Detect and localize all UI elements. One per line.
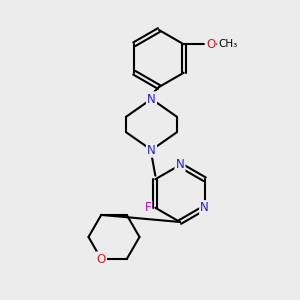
Text: N: N [200,201,209,214]
Text: O: O [206,38,215,51]
Text: N: N [147,143,156,157]
Text: O: O [97,253,106,266]
Text: N: N [147,92,156,106]
Text: CH₃: CH₃ [218,39,237,49]
Text: N: N [176,158,184,172]
Text: F: F [145,201,151,214]
